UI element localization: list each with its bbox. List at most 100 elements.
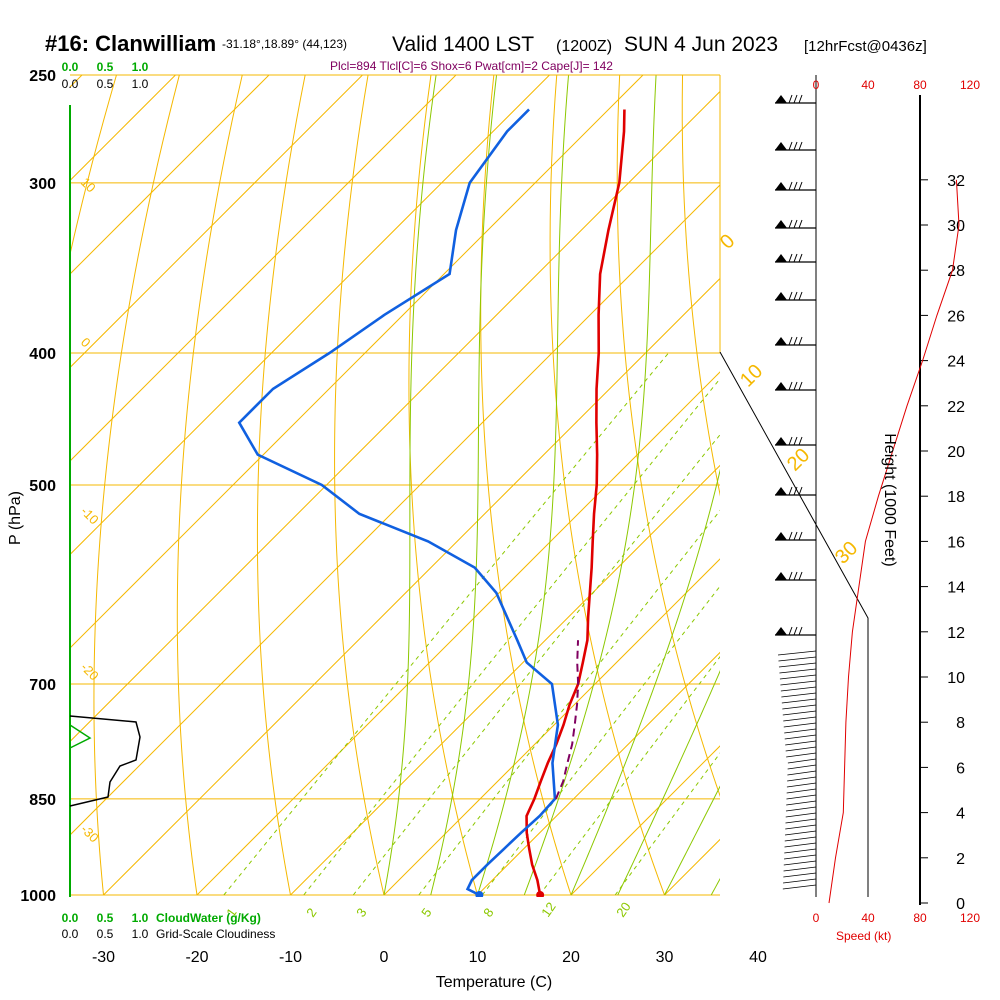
mixing-ratio-label: 3 [353, 905, 369, 920]
wind-barb-feather [788, 571, 793, 581]
wind-barb-feather [798, 436, 803, 446]
mixing-ratio-label: 5 [418, 905, 434, 920]
wind-barb-feather [793, 486, 798, 496]
pressure-tick-label: 500 [29, 478, 56, 495]
wind-barb-flag [775, 95, 787, 103]
moist-adiabat [430, 75, 498, 896]
pressure-tick-label: 850 [29, 792, 56, 809]
wind-panel-boundary [719, 351, 869, 897]
isotherm [70, 75, 550, 556]
cloudiness-tick-top: 0.5 [97, 77, 114, 91]
height-tick-label: 20 [947, 444, 965, 461]
mixing-ratio-line [539, 655, 720, 896]
wind-barb-feather [788, 181, 793, 191]
isotherm [477, 651, 720, 896]
isotherm-label: 10 [78, 175, 99, 196]
cloudwater-tick-bottom: 0.5 [97, 911, 114, 925]
temperature-tick-label: 10 [469, 949, 487, 966]
isotherm [196, 371, 720, 896]
height-tick-label: 4 [956, 806, 965, 823]
cloudwater-line [69, 724, 92, 749]
wind-barb-low [783, 872, 817, 878]
dry-adiabat [93, 75, 180, 896]
speed-tick-bottom: 0 [813, 911, 820, 925]
wind-barb-low [778, 656, 817, 662]
height-tick-label: 10 [947, 670, 965, 687]
height-tick-label: 2 [956, 851, 965, 868]
wind-barb-feather [793, 94, 798, 104]
wind-barb-low [781, 692, 817, 698]
moist-adiabat [617, 670, 720, 896]
wind-barb-flag [775, 292, 787, 300]
dry-adiabat-label: 20 [783, 444, 814, 475]
mixing-ratio-label: 2 [303, 905, 319, 920]
wind-barb-low [778, 662, 817, 668]
cloudiness-tick-top: 1.0 [132, 77, 149, 91]
mixing-ratio-line [223, 352, 669, 896]
isotherm-label: 0 [78, 335, 94, 351]
temperature-tick-label: -10 [279, 949, 302, 966]
wind-barb-flag [775, 437, 787, 445]
wind-barb-low [783, 722, 817, 728]
mixing-ratio-line [418, 509, 720, 896]
speed-tick-top: 40 [861, 78, 875, 92]
surface-dewpoint-marker [475, 891, 484, 897]
valid-time: Valid 1400 LST [392, 33, 534, 56]
wind-barb-feather [788, 219, 793, 229]
cloudwater-label: CloudWater (g/Kg) [156, 911, 261, 925]
wind-barb-feather [788, 253, 793, 263]
wind-barb-feather [798, 531, 803, 541]
isotherm [70, 90, 720, 743]
wind-barb-low [786, 782, 817, 788]
wind-barb-feather [788, 381, 793, 391]
wind-barb-low [787, 758, 817, 764]
wind-barb-feather [798, 381, 803, 391]
wind-barb-feather [788, 626, 793, 636]
wind-barb-feather [798, 291, 803, 301]
isotherm [70, 75, 644, 649]
wind-barb-low [782, 704, 817, 710]
profiles [237, 108, 626, 897]
isotherm-label: -10 [78, 504, 102, 528]
wind-barb-low [787, 770, 817, 776]
mixing-ratio-label: 20 [613, 899, 634, 919]
wind-barb-low [786, 800, 817, 806]
forecast-run: [12hrFcst@0436z] [804, 38, 927, 55]
isotherm [70, 184, 720, 836]
isotherm [290, 464, 720, 896]
wind-barb-low [783, 860, 817, 866]
temperature-tick-label: 20 [562, 949, 580, 966]
wind-barb-feather [793, 253, 798, 263]
parcel-profile [554, 640, 580, 800]
dry-adiabat [616, 75, 720, 798]
wind-barb-low [785, 746, 817, 752]
wind-barb-flag [775, 182, 787, 190]
speed-tick-bottom: 40 [861, 911, 875, 925]
isotherm [70, 75, 270, 275]
wind-barb-feather [798, 626, 803, 636]
wind-barb-low [787, 764, 817, 770]
dry-adiabat-label: 0 [716, 230, 739, 253]
cloudiness-tick-top: 0.0 [62, 77, 79, 91]
isotherm-label: -20 [78, 660, 102, 684]
height-tick-label: 8 [956, 715, 965, 732]
speed-tick-top: 120 [960, 78, 980, 92]
moist-adiabat [383, 75, 437, 896]
speed-axis-label: Speed (kt) [836, 929, 891, 943]
mixing-ratio-line [481, 585, 720, 896]
speed-tick-top: 0 [813, 78, 820, 92]
dry-adiabat [549, 75, 665, 896]
temperature-tick-label: 40 [749, 949, 767, 966]
dry-adiabat [681, 75, 720, 497]
wind-barb-low [786, 788, 817, 794]
wind-barb-feather [793, 219, 798, 229]
wind-barb-low [783, 866, 817, 872]
wind-barb-flag [775, 572, 787, 580]
wind-barb-low [784, 842, 817, 848]
wind-barb-low [787, 776, 817, 782]
height-tick-label: 16 [947, 534, 965, 551]
wind-barb-flag [775, 627, 787, 635]
wind-barb-low [779, 674, 817, 680]
dry-adiabat [408, 75, 478, 896]
wind-barb-low [785, 740, 817, 746]
